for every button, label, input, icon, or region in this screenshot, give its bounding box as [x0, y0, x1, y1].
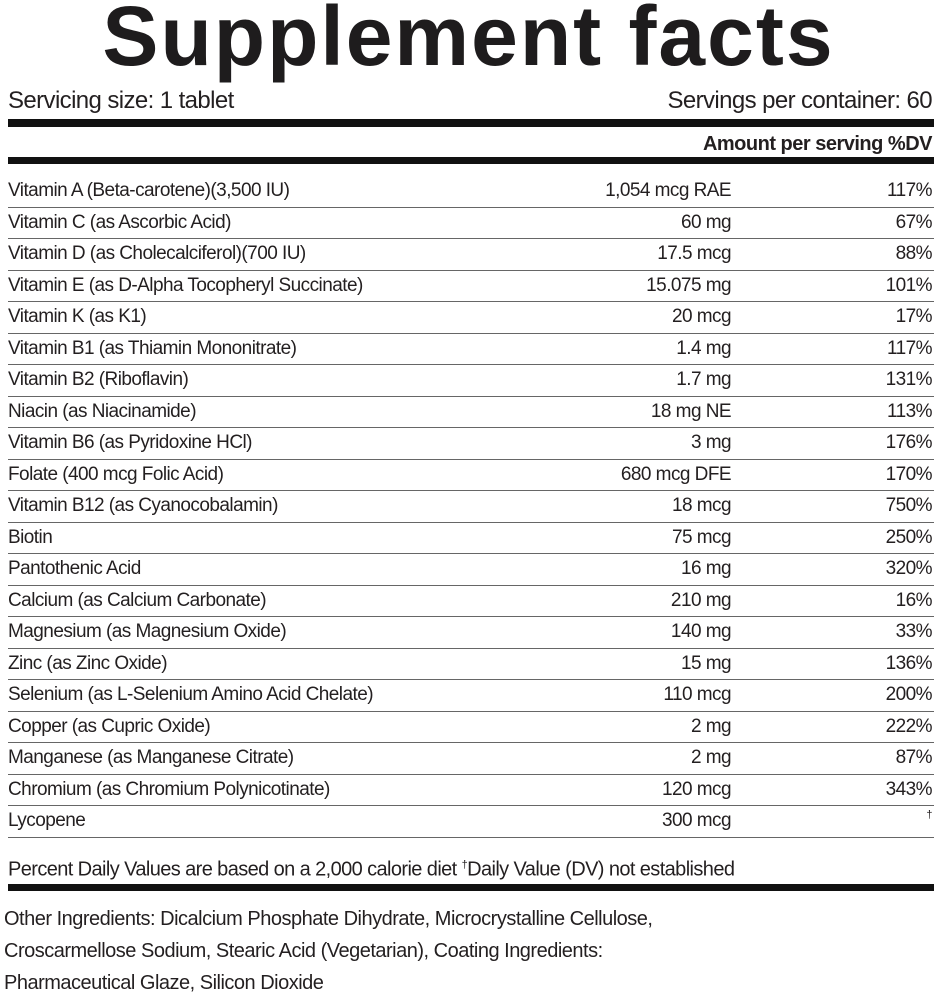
nutrient-row: Vitamin B2 (Riboflavin) 1.7 mg 131%	[8, 365, 934, 397]
nutrient-amount: 120 mcg	[661, 778, 732, 800]
nutrient-row: Copper (as Cupric Oxide) 2 mg 222%	[8, 712, 934, 743]
nutrient-amount: 300 mcg	[661, 810, 732, 831]
nutrient-amount: 16 mg	[680, 558, 732, 579]
nutrient-row: Niacin (as Niacinamide) 18 mg NE 113%	[8, 397, 934, 428]
nutrient-dv: 170%	[885, 463, 933, 485]
nutrient-name: Vitamin B2 (Riboflavin)	[8, 369, 189, 390]
nutrient-dv: 131%	[885, 369, 933, 390]
nutrient-name: Vitamin E (as D-Alpha Tocopheryl Succina…	[8, 274, 363, 296]
nutrient-name: Calcium (as Calcium Carbonate)	[8, 589, 267, 611]
nutrient-amount: 110 mcg	[663, 684, 731, 705]
footnote: Percent Daily Values are based on a 2,00…	[8, 850, 735, 885]
nutrient-row: Vitamin K (as K1) 20 mcg 17%	[8, 302, 934, 334]
nutrient-name: Manganese (as Manganese Citrate)	[8, 747, 294, 768]
nutrient-name: Vitamin K (as K1)	[8, 306, 147, 327]
nutrient-row: Vitamin E (as D-Alpha Tocopheryl Succina…	[8, 271, 934, 302]
nutrient-amount: 1,054 mcg RAE	[605, 180, 731, 201]
nutrient-dv: 200%	[885, 684, 933, 705]
nutrient-name: Zinc (as Zinc Oxide)	[8, 652, 168, 674]
nutrient-dv: 87%	[895, 747, 933, 768]
nutrient-dv: 117%	[887, 337, 933, 359]
nutrient-dv: 136%	[885, 652, 933, 674]
nutrient-dv: 101%	[885, 274, 933, 296]
nutrient-name: Copper (as Cupric Oxide)	[8, 715, 211, 737]
nutrient-row: Vitamin B6 (as Pyridoxine HCl) 3 mg 176%	[8, 428, 934, 460]
nutrient-name: Selenium (as L-Selenium Amino Acid Chela…	[8, 684, 374, 705]
nutrient-row: Manganese (as Manganese Citrate) 2 mg 87%	[8, 743, 934, 775]
nutrient-amount: 2 mg	[690, 715, 732, 737]
nutrient-name: Folate (400 mcg Folic Acid)	[8, 463, 224, 485]
nutrient-amount: 15.075 mg	[646, 274, 731, 296]
footnote-dagger-text: Daily Value (DV) not established	[467, 858, 735, 881]
nutrient-amount: 18 mcg	[671, 495, 732, 516]
servings-per-container: Servings per container: 60	[667, 87, 932, 114]
nutrient-row: Chromium (as Chromium Polynicotinate) 120…	[8, 775, 934, 806]
nutrient-row: Vitamin B1 (as Thiamin Mononitrate) 1.4 m…	[8, 334, 934, 365]
nutrient-row: Vitamin D (as Cholecalciferol)(700 IU) 17…	[8, 239, 934, 271]
nutrient-amount: 680 mcg DFE	[620, 463, 732, 485]
nutrient-amount: 210 mg	[670, 589, 732, 611]
nutrient-dv: 176%	[885, 432, 933, 453]
nutrient-name: Magnesium (as Magnesium Oxide)	[8, 621, 287, 642]
nutrient-name: Niacin (as Niacinamide)	[8, 400, 197, 422]
serving-size: Servicing size: 1 tablet	[8, 87, 234, 114]
nutrient-amount: 2 mg	[690, 747, 732, 768]
nutrient-dv: 33%	[895, 621, 933, 642]
nutrient-name: Pantothenic Acid	[8, 558, 141, 579]
nutrient-amount: 15 mg	[680, 652, 732, 674]
nutrient-name: Vitamin D (as Cholecalciferol)(700 IU)	[8, 243, 306, 264]
nutrient-row: Vitamin B12 (as Cyanocobalamin) 18 mcg 750…	[8, 491, 934, 523]
nutrient-dv: 250%	[885, 526, 933, 548]
nutrient-name: Vitamin C (as Ascorbic Acid)	[8, 211, 231, 233]
divider-thick	[8, 157, 934, 164]
nutrient-dv: †	[926, 809, 932, 821]
nutrient-row: Pantothenic Acid 16 mg 320%	[8, 554, 934, 586]
nutrient-dv: 320%	[885, 558, 933, 579]
nutrient-dv: 222%	[885, 715, 933, 737]
nutrient-amount: 1.7 mg	[676, 369, 731, 390]
nutrient-row: Vitamin A (Beta-carotene)(3,500 IU) 1,054…	[8, 176, 934, 208]
nutrient-name: Vitamin B6 (as Pyridoxine HCl)	[8, 432, 253, 453]
nutrient-dv: 750%	[885, 495, 933, 516]
divider-thick	[8, 119, 934, 127]
nutrient-amount: 75 mcg	[671, 526, 732, 548]
nutrient-dv: 343%	[885, 778, 933, 800]
nutrient-dv: 113%	[887, 400, 933, 422]
nutrient-amount: 20 mcg	[671, 306, 732, 327]
nutrient-name: Vitamin B12 (as Cyanocobalamin)	[8, 495, 278, 516]
nutrient-row: Vitamin C (as Ascorbic Acid) 60 mg 67%	[8, 208, 934, 239]
nutrient-name: Biotin	[8, 526, 53, 548]
nutrient-row: Biotin 75 mcg 250%	[8, 523, 934, 554]
nutrient-row: Lycopene 300 mcg †	[8, 806, 934, 838]
nutrient-amount: 18 mg NE	[650, 400, 732, 422]
nutrient-row: Zinc (as Zinc Oxide) 15 mg 136%	[8, 649, 934, 680]
nutrient-dv: 88%	[895, 243, 933, 264]
column-header: Amount per serving %DV	[702, 133, 933, 155]
nutrient-row: Selenium (as L-Selenium Amino Acid Chela…	[8, 680, 934, 712]
nutrient-row: Magnesium (as Magnesium Oxide) 140 mg 33%	[8, 617, 934, 649]
dagger-symbol: †	[461, 859, 468, 871]
nutrient-name: Vitamin A (Beta-carotene)(3,500 IU)	[8, 180, 290, 201]
divider-thick	[8, 884, 934, 891]
nutrient-amount: 140 mg	[670, 621, 732, 642]
nutrient-name: Lycopene	[8, 810, 86, 831]
nutrient-amount: 1.4 mg	[676, 337, 731, 359]
nutrient-amount: 60 mg	[680, 211, 732, 233]
nutrient-dv: 67%	[895, 211, 933, 233]
nutrient-dv: 16%	[895, 589, 933, 611]
nutrient-row: Calcium (as Calcium Carbonate) 210 mg 16%	[8, 586, 934, 617]
nutrient-table: Vitamin A (Beta-carotene)(3,500 IU) 1,054…	[8, 176, 934, 838]
nutrient-name: Chromium (as Chromium Polynicotinate)	[8, 778, 330, 800]
nutrient-dv: 17%	[895, 306, 933, 327]
nutrient-amount: 17.5 mcg	[657, 243, 731, 264]
nutrient-amount: 3 mg	[690, 432, 732, 453]
nutrient-name: Vitamin B1 (as Thiamin Mononitrate)	[8, 337, 297, 359]
nutrient-dv: 117%	[887, 180, 933, 201]
label-title: Supplement facts	[102, 0, 835, 83]
footnote-text: Percent Daily Values are based on a 2,00…	[8, 858, 462, 881]
nutrient-row: Folate (400 mcg Folic Acid) 680 mcg DFE 17…	[8, 460, 934, 491]
other-ingredients: Other Ingredients: Dicalcium Phosphate D…	[4, 908, 653, 994]
